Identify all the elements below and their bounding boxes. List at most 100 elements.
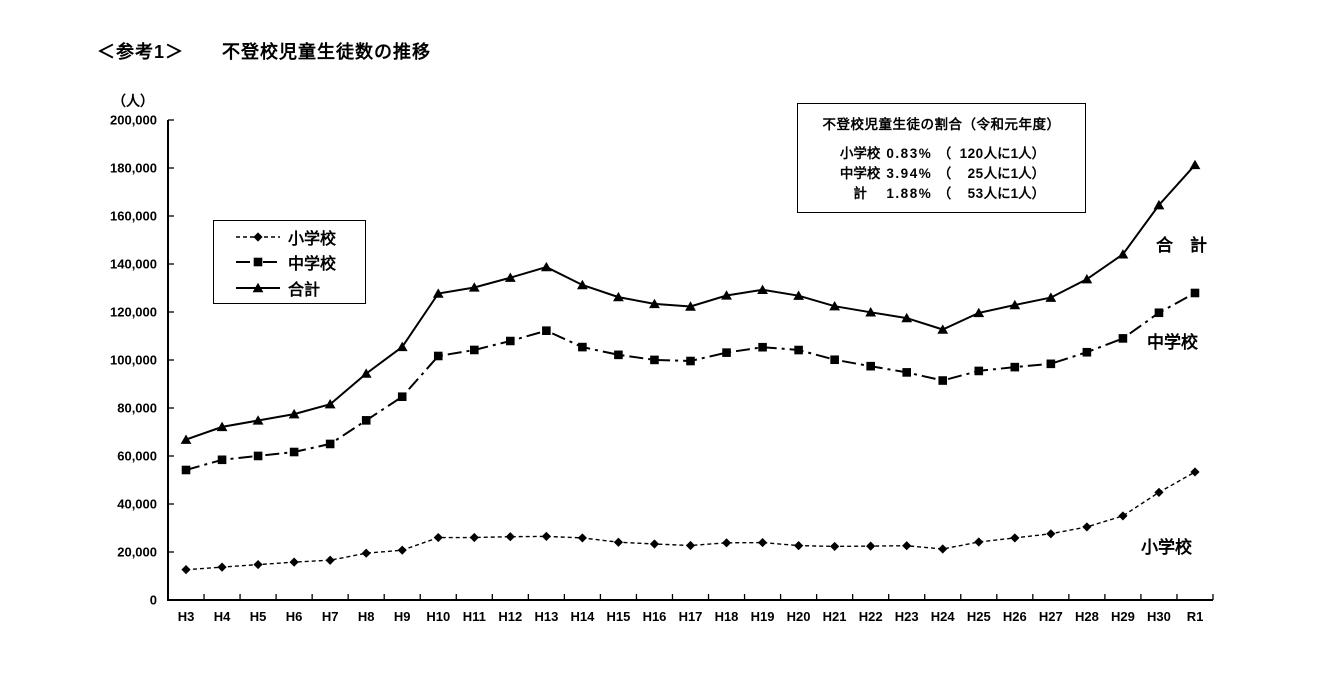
ratio-percent-value: 1.88% bbox=[886, 186, 933, 201]
data-point-marker bbox=[324, 398, 336, 409]
data-point-marker bbox=[830, 355, 839, 365]
x-tick-label: H13 bbox=[534, 609, 558, 624]
data-point-marker bbox=[685, 301, 696, 311]
data-point-marker bbox=[253, 257, 263, 267]
data-point-marker bbox=[506, 336, 515, 346]
data-point-marker bbox=[794, 345, 803, 355]
data-point-marker bbox=[253, 559, 263, 570]
data-point-marker bbox=[361, 548, 371, 558]
data-point-marker bbox=[649, 539, 660, 549]
x-tick-label: H12 bbox=[498, 609, 522, 624]
y-tick-label: 120,000 bbox=[110, 305, 157, 320]
paren-close: ） bbox=[1031, 186, 1046, 201]
series-line bbox=[185, 471, 1196, 571]
data-point-marker bbox=[216, 421, 228, 432]
x-tick-label: H6 bbox=[286, 609, 303, 624]
title-reference-number: ＜参考1＞ bbox=[97, 42, 185, 62]
x-tick-label: H22 bbox=[859, 609, 883, 624]
legend-label-elementary: 小学校 bbox=[288, 230, 337, 248]
y-tick-label: 140,000 bbox=[110, 257, 157, 272]
ratio-row-elementary: 小学校 0.83% （ 120 人に1人 ） bbox=[798, 144, 1085, 163]
page-title: ＜参考1＞ 不登校児童生徒数の推移 bbox=[97, 38, 431, 64]
x-tick-label: H5 bbox=[250, 609, 267, 624]
data-point-marker bbox=[721, 538, 732, 548]
data-point-marker bbox=[397, 392, 407, 402]
data-point-marker bbox=[289, 557, 299, 567]
data-point-marker bbox=[686, 356, 695, 366]
x-tick-label: H28 bbox=[1075, 609, 1099, 624]
data-point-marker bbox=[613, 291, 624, 302]
data-point-marker bbox=[1118, 511, 1128, 521]
paren-open: （ bbox=[937, 186, 952, 201]
x-tick-label: H26 bbox=[1003, 609, 1027, 624]
data-point-marker bbox=[289, 447, 299, 457]
y-tick-label: 40,000 bbox=[117, 497, 157, 512]
paren-close: ） bbox=[1031, 166, 1046, 181]
x-tick-label: H9 bbox=[394, 609, 411, 624]
ratio-denominator: 25 bbox=[967, 166, 984, 181]
data-point-marker bbox=[180, 434, 192, 444]
data-point-marker bbox=[252, 282, 264, 292]
data-point-marker bbox=[1082, 347, 1092, 357]
data-point-marker bbox=[1118, 334, 1128, 343]
data-point-marker bbox=[396, 341, 408, 352]
data-point-marker bbox=[217, 562, 227, 572]
ratio-school-label: 小学校 bbox=[839, 146, 881, 161]
data-point-marker bbox=[541, 531, 551, 541]
legend-line-sample-junior-high bbox=[236, 257, 280, 267]
data-point-marker bbox=[1010, 533, 1020, 543]
data-point-marker bbox=[1010, 362, 1020, 372]
data-point-marker bbox=[974, 366, 984, 376]
data-point-marker bbox=[830, 541, 840, 552]
data-point-marker bbox=[614, 350, 623, 360]
data-point-marker bbox=[973, 307, 985, 318]
ratio-suffix: 人に1人 bbox=[983, 186, 1032, 201]
ratio-info-box: 不登校児童生徒の割合（令和元年度） 小学校 0.83% （ 120 人に1人 ）… bbox=[797, 103, 1086, 213]
data-point-marker bbox=[938, 376, 948, 385]
x-tick-label: H24 bbox=[931, 609, 956, 624]
series-line bbox=[185, 292, 1196, 471]
y-tick-label: 60,000 bbox=[117, 449, 157, 464]
data-point-marker bbox=[1081, 273, 1093, 284]
legend-item-total: 合計 bbox=[235, 278, 365, 299]
x-tick-label: H11 bbox=[463, 609, 486, 624]
paren-open: （ bbox=[937, 166, 952, 181]
data-point-marker bbox=[938, 544, 948, 554]
data-point-marker bbox=[685, 540, 696, 551]
x-tick-label: R1 bbox=[1187, 609, 1204, 624]
data-point-marker bbox=[540, 261, 552, 272]
data-point-marker bbox=[901, 312, 913, 323]
x-tick-label: H18 bbox=[715, 609, 739, 624]
ratio-school-label: 中学校 bbox=[839, 166, 881, 181]
title-main-text: 不登校児童生徒数の推移 bbox=[222, 42, 432, 62]
y-tick-label: 20,000 bbox=[117, 545, 157, 560]
data-point-marker bbox=[974, 537, 984, 547]
y-tick-label: 180,000 bbox=[110, 161, 157, 176]
y-tick-label: 80,000 bbox=[117, 401, 157, 416]
ratio-info-title: 不登校児童生徒の割合（令和元年度） bbox=[822, 117, 1061, 132]
data-point-marker bbox=[360, 368, 372, 378]
data-point-marker bbox=[288, 408, 300, 419]
data-point-marker bbox=[1190, 467, 1200, 477]
y-tick-label: 100,000 bbox=[110, 353, 157, 368]
data-point-marker bbox=[1154, 308, 1164, 318]
data-point-marker bbox=[757, 537, 768, 548]
x-tick-label: H15 bbox=[606, 609, 630, 624]
ratio-percent-value: 0.83% bbox=[886, 146, 933, 161]
x-tick-label: H20 bbox=[787, 609, 811, 624]
data-point-marker bbox=[433, 351, 443, 361]
x-tick-label: H4 bbox=[214, 609, 231, 624]
data-point-marker bbox=[902, 541, 912, 551]
data-point-marker bbox=[829, 300, 841, 311]
x-tick-label: H21 bbox=[823, 609, 847, 624]
data-point-marker bbox=[1046, 529, 1056, 539]
ratio-suffix: 人に1人 bbox=[983, 146, 1032, 161]
x-tick-label: H16 bbox=[643, 609, 667, 624]
data-point-marker bbox=[217, 455, 227, 465]
data-point-marker bbox=[1046, 359, 1056, 369]
legend-label-junior-high: 中学校 bbox=[288, 256, 337, 273]
data-point-marker bbox=[252, 415, 264, 425]
data-point-marker bbox=[576, 279, 588, 290]
